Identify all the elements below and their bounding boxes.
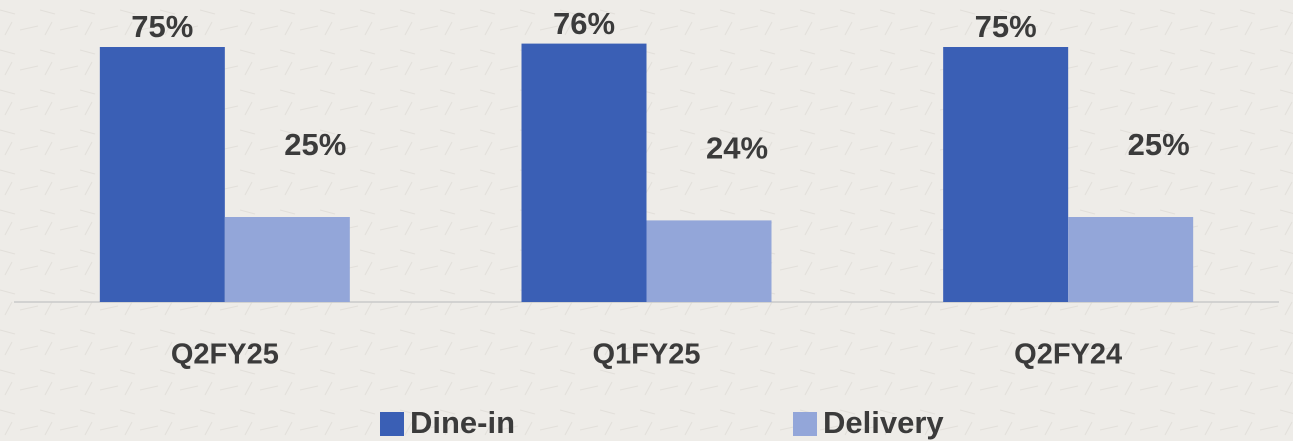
bar — [224, 217, 350, 302]
legend-swatch — [793, 412, 817, 436]
value-label: 25% — [1128, 127, 1190, 162]
legend-label: Delivery — [823, 405, 944, 440]
value-label: 25% — [284, 127, 346, 162]
value-label: 75% — [131, 9, 193, 44]
x-tick-label: Q2FY25 — [171, 339, 279, 371]
value-label: 24% — [706, 131, 768, 166]
x-tick-label: Q1FY25 — [593, 339, 701, 371]
value-label: 75% — [975, 9, 1037, 44]
legend-swatch — [380, 412, 404, 436]
bar — [943, 47, 1069, 302]
x-tick-label: Q2FY24 — [1014, 339, 1122, 371]
bar — [521, 43, 647, 302]
value-label: 76% — [553, 6, 615, 41]
bar — [646, 220, 772, 302]
bar — [99, 47, 225, 302]
legend-label: Dine-in — [410, 405, 515, 440]
bar — [1068, 217, 1194, 302]
